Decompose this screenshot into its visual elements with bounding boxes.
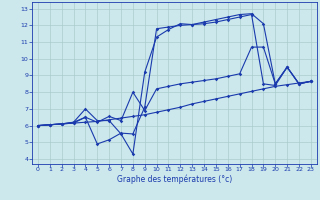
X-axis label: Graphe des températures (°c): Graphe des températures (°c) bbox=[117, 175, 232, 184]
